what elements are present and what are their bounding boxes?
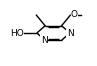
Text: HO: HO [10, 29, 24, 37]
Text: O: O [71, 10, 78, 19]
Text: N: N [67, 29, 74, 37]
Text: N: N [41, 36, 48, 45]
